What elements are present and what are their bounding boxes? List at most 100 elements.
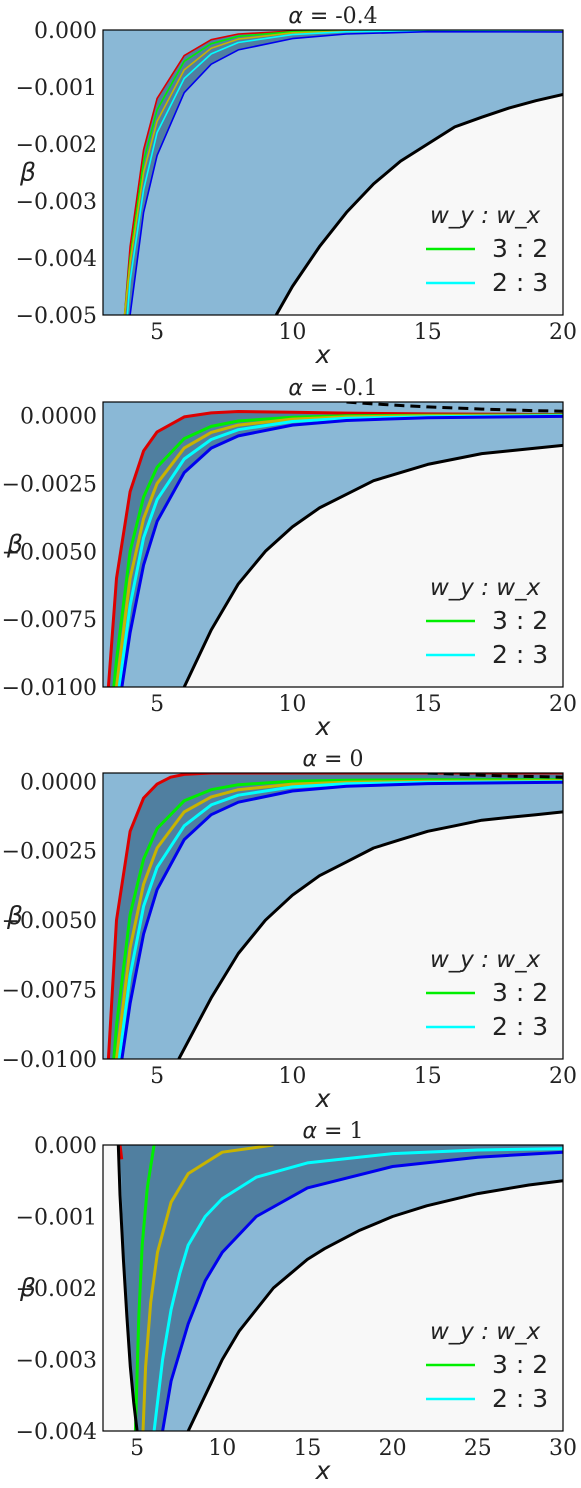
x-tick-label: 10: [278, 1064, 306, 1089]
legend-label: 2 : 3: [492, 1384, 548, 1413]
chart-title: α = -0.4: [288, 4, 377, 29]
y-tick-label: −0.0075: [2, 608, 97, 633]
region-fill: [108, 773, 563, 1059]
x-tick-label: 15: [293, 1436, 321, 1461]
x-tick-label: 30: [549, 1436, 577, 1461]
y-tick-label: 0.000: [34, 1134, 97, 1159]
region-fill: [276, 94, 563, 315]
chart-title: α = 0: [303, 747, 364, 772]
x-tick-label: 20: [549, 320, 577, 345]
y-tick-label: −0.0100: [2, 1048, 97, 1073]
y-tick-label: −0.001: [16, 76, 97, 101]
x-tick-label: 25: [464, 1436, 492, 1461]
legend-title: w_y : w_x: [430, 947, 541, 973]
y-tick-label: 0.000: [34, 19, 97, 44]
y-tick-label: −0.0050: [2, 540, 97, 565]
x-tick-label: 5: [130, 1436, 144, 1461]
legend-title: w_y : w_x: [430, 575, 541, 601]
series-line-6: [182, 443, 563, 687]
x-tick-label: 20: [379, 1436, 407, 1461]
y-axis-label: β: [19, 1273, 36, 1302]
series-line-5: [120, 414, 563, 687]
series-line-5: [120, 780, 563, 1059]
plot-area: [103, 1145, 563, 1431]
legend: w_y : w_x 3 : 2 2 : 3: [426, 203, 548, 297]
chart-title-value: 0: [349, 747, 363, 772]
plot-frame: [102, 772, 564, 1060]
plot-area: [103, 773, 563, 1059]
plot-frame: [102, 401, 564, 688]
series-line-4: [152, 1147, 563, 1431]
x-tick-label: 20: [549, 1064, 577, 1089]
chart-title: α = 1: [303, 1119, 364, 1144]
legend-label: 3 : 2: [492, 606, 548, 635]
series-line-6: [274, 92, 563, 315]
legend-label: 2 : 3: [492, 268, 548, 297]
chart-title-value: 1: [349, 1119, 363, 1144]
legend-label: 3 : 2: [492, 978, 548, 1007]
x-axis-label: x: [315, 712, 331, 741]
x-tick-label: 5: [150, 320, 164, 345]
legend: w_y : w_x 3 : 2 2 : 3: [426, 1319, 548, 1413]
series-line-5: [161, 1150, 563, 1431]
legend: w_y : w_x 3 : 2 2 : 3: [426, 947, 548, 1041]
region-fill: [178, 811, 563, 1059]
y-tick-label: −0.003: [16, 1349, 97, 1374]
chart-panel-1: 5 10 15 20 −0.005 −0.004 −0.003 −0.002 −0.001 0.0…: [16, 4, 577, 369]
x-tick-label: 10: [278, 692, 306, 717]
chart-title-prefix: α =: [288, 4, 335, 29]
y-tick-label: −0.0075: [2, 979, 97, 1004]
series-line-7: [116, 1145, 139, 1431]
chart-title: α = -0.1: [288, 376, 377, 401]
series-line-7: [427, 773, 563, 779]
y-tick-label: −0.002: [16, 1277, 97, 1302]
plot-frame: [102, 29, 564, 316]
series-line-2: [133, 1145, 156, 1431]
legend-label: 3 : 2: [492, 1350, 548, 1379]
series-line-2: [112, 778, 563, 1059]
x-tick-label: 10: [278, 320, 306, 345]
plot-frame: [102, 1144, 564, 1432]
series-line-6: [186, 1179, 563, 1431]
y-axis-label: β: [19, 158, 36, 187]
y-tick-label: 0.0000: [20, 405, 97, 430]
chart-title-prefix: α =: [303, 747, 350, 772]
chart-panel-2: 5 10 15 20 −0.0100 −0.0075 −0.0050 −0.0025 0.000…: [2, 376, 577, 741]
x-tick-label: 15: [414, 692, 442, 717]
region-fill: [188, 1180, 563, 1431]
y-tick-label: −0.0100: [2, 676, 97, 701]
x-axis-label: x: [315, 340, 331, 369]
y-tick-label: −0.001: [16, 1206, 97, 1231]
legend: w_y : w_x 3 : 2 2 : 3: [426, 575, 548, 669]
region-fill: [120, 1145, 563, 1431]
chart-panel-4: 5 10 15 20 25 30 −0.004 −0.003 −0.002 −0.001 0.000…: [16, 1119, 577, 1485]
legend-title: w_y : w_x: [430, 203, 541, 229]
x-axis-label: x: [315, 1084, 331, 1113]
chart-title-value: -0.1: [335, 376, 377, 401]
x-tick-label: 15: [414, 320, 442, 345]
chart-title-value: -0.4: [335, 4, 377, 29]
chart-panel-3: 5 10 15 20 −0.0100 −0.0075 −0.0050 −0.0025 0.000…: [2, 747, 577, 1113]
legend-label: 2 : 3: [492, 640, 548, 669]
chart-title-prefix: α =: [288, 376, 335, 401]
series-line-4: [117, 414, 563, 687]
series-line-6: [177, 810, 563, 1059]
y-tick-label: −0.003: [16, 190, 97, 215]
y-tick-label: 0.0000: [20, 770, 97, 795]
chart-title-prefix: α =: [303, 1119, 350, 1144]
x-tick-label: 20: [549, 692, 577, 717]
x-tick-label: 10: [208, 1436, 236, 1461]
series-line-4: [117, 780, 563, 1059]
y-tick-label: −0.002: [16, 133, 97, 158]
y-tick-label: −0.004: [16, 1420, 97, 1445]
legend-title: w_y : w_x: [430, 1319, 541, 1345]
series-line-5: [129, 30, 563, 315]
series-line-1: [106, 410, 563, 687]
series-line-1: [106, 773, 563, 1059]
x-axis-label: x: [315, 1456, 331, 1485]
series-line-3: [141, 1145, 274, 1431]
series-line-1: [118, 1145, 124, 1160]
legend-label: 2 : 3: [492, 1012, 548, 1041]
y-axis-label: β: [6, 530, 23, 559]
